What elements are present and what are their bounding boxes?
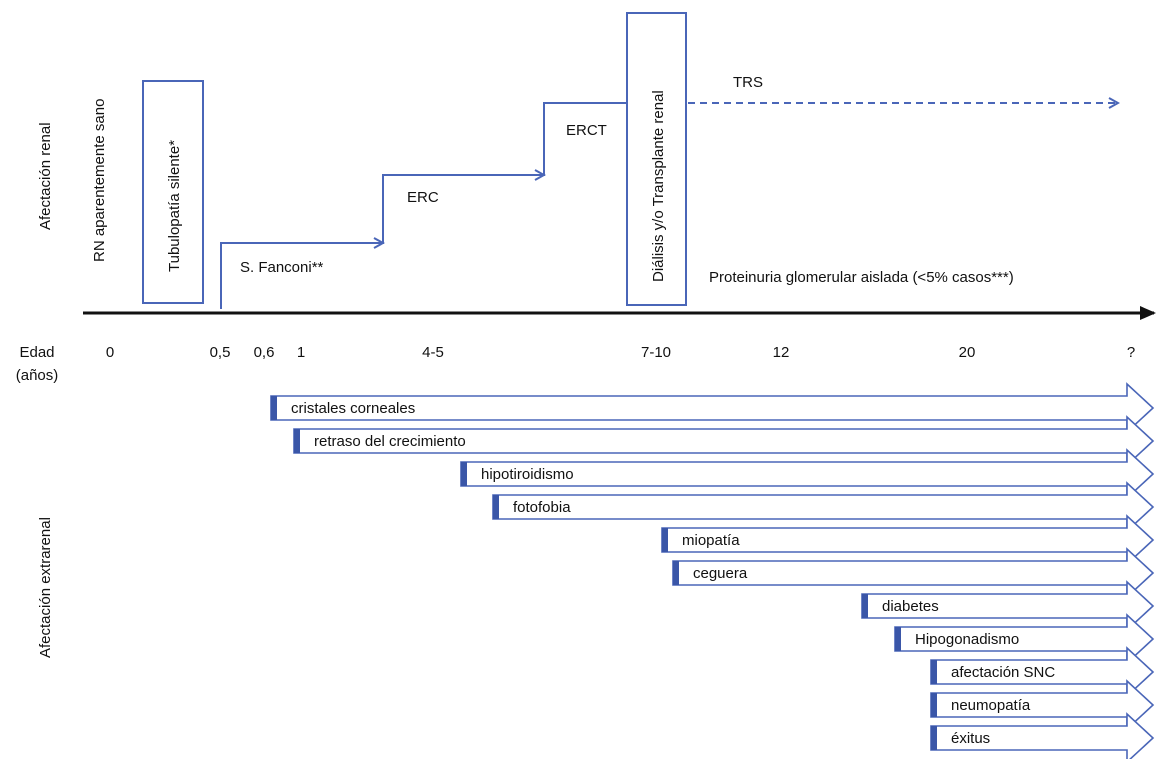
extrarenal-arrow: diabetes xyxy=(861,580,1155,632)
extrarenal-arrow-shape xyxy=(293,415,1155,467)
renal-section-label: Afectación renal xyxy=(37,122,54,230)
age-tick-label: ? xyxy=(1127,344,1135,361)
extrarenal-arrows: cristales corneales retraso del crecimien… xyxy=(270,382,1155,759)
extrarenal-arrow-label: hipotiroidismo xyxy=(481,466,574,483)
extrarenal-arrow: afectación SNC xyxy=(930,646,1155,698)
extrarenal-section-label: Afectación extrarenal xyxy=(37,517,54,658)
age-tick-label: 4-5 xyxy=(422,344,444,361)
axis-title-anos: (años) xyxy=(16,367,59,384)
extrarenal-arrow: fotofobia xyxy=(492,481,1155,533)
tubulopatia-box xyxy=(142,80,204,304)
extrarenal-arrow: éxitus xyxy=(930,712,1155,759)
erc-label: ERC xyxy=(407,189,439,206)
extrarenal-arrow-shape xyxy=(492,481,1155,533)
extrarenal-onset-marker xyxy=(294,429,300,453)
dialisis-box xyxy=(626,12,687,306)
extrarenal-onset-marker xyxy=(895,627,901,651)
tubulopatia-label: Tubulopatía silente* xyxy=(166,140,183,272)
extrarenal-arrow: ceguera xyxy=(672,547,1155,599)
extrarenal-arrow-shape xyxy=(930,712,1155,759)
age-tick-label: 0,5 xyxy=(210,344,231,361)
extrarenal-arrow: hipotiroidismo xyxy=(460,448,1155,500)
age-tick-labels: 0 0,5 0,6 1 4-5 7-10 12 20? xyxy=(106,344,1135,361)
extrarenal-arrow: cristales corneales xyxy=(270,382,1155,434)
extrarenal-onset-marker xyxy=(662,528,668,552)
extrarenal-arrow: neumopatía xyxy=(930,679,1155,731)
extrarenal-onset-marker xyxy=(493,495,499,519)
age-tick-label: 12 xyxy=(773,344,790,361)
extrarenal-arrow-label: ceguera xyxy=(693,565,748,582)
extrarenal-onset-marker xyxy=(271,396,277,420)
extrarenal-arrow-label: diabetes xyxy=(882,598,939,615)
extrarenal-arrow-shape xyxy=(861,580,1155,632)
extrarenal-arrow-shape xyxy=(672,547,1155,599)
dialisis-label: Diálisis y/o Transplante renal xyxy=(650,90,667,282)
extrarenal-arrow-label: fotofobia xyxy=(513,499,571,516)
extrarenal-arrow-label: Hipogonadismo xyxy=(915,631,1019,648)
extrarenal-arrow-label: afectación SNC xyxy=(951,664,1055,681)
fanconi-label: S. Fanconi** xyxy=(240,259,324,276)
extrarenal-arrow-label: miopatía xyxy=(682,532,740,549)
rn-sano-label: RN aparentemente sano xyxy=(91,99,108,262)
erct-label: ERCT xyxy=(566,122,607,139)
extrarenal-arrow-label: neumopatía xyxy=(951,697,1031,714)
extrarenal-onset-marker xyxy=(931,726,937,750)
extrarenal-arrow-label: éxitus xyxy=(951,730,990,747)
extrarenal-onset-marker xyxy=(931,693,937,717)
extrarenal-arrow-shape xyxy=(661,514,1155,566)
age-tick-label: 20 xyxy=(959,344,976,361)
renal-progression-staircase xyxy=(220,102,627,309)
extrarenal-arrow-label: retraso del crecimiento xyxy=(314,433,466,450)
extrarenal-arrow-shape xyxy=(894,613,1155,665)
extrarenal-arrow-shape xyxy=(930,646,1155,698)
age-tick-label: 0 xyxy=(106,344,114,361)
extrarenal-onset-marker xyxy=(461,462,467,486)
trs-label: TRS xyxy=(733,74,763,91)
extrarenal-arrow-label: cristales corneales xyxy=(291,400,415,417)
extrarenal-onset-marker xyxy=(673,561,679,585)
extrarenal-onset-marker xyxy=(862,594,868,618)
extrarenal-onset-marker xyxy=(931,660,937,684)
extrarenal-arrow: Hipogonadismo xyxy=(894,613,1155,665)
extrarenal-arrow-shape xyxy=(930,679,1155,731)
extrarenal-arrow: retraso del crecimiento xyxy=(293,415,1155,467)
extrarenal-arrow: miopatía xyxy=(661,514,1155,566)
extrarenal-arrow-shape xyxy=(460,448,1155,500)
age-tick-label: 7-10 xyxy=(641,344,671,361)
extrarenal-arrow-shape xyxy=(270,382,1155,434)
age-tick-label: 0,6 xyxy=(254,344,275,361)
age-tick-label: 1 xyxy=(297,344,305,361)
axis-title-edad: Edad xyxy=(19,344,54,361)
proteinuria-label: Proteinuria glomerular aislada (<5% caso… xyxy=(709,269,1014,286)
